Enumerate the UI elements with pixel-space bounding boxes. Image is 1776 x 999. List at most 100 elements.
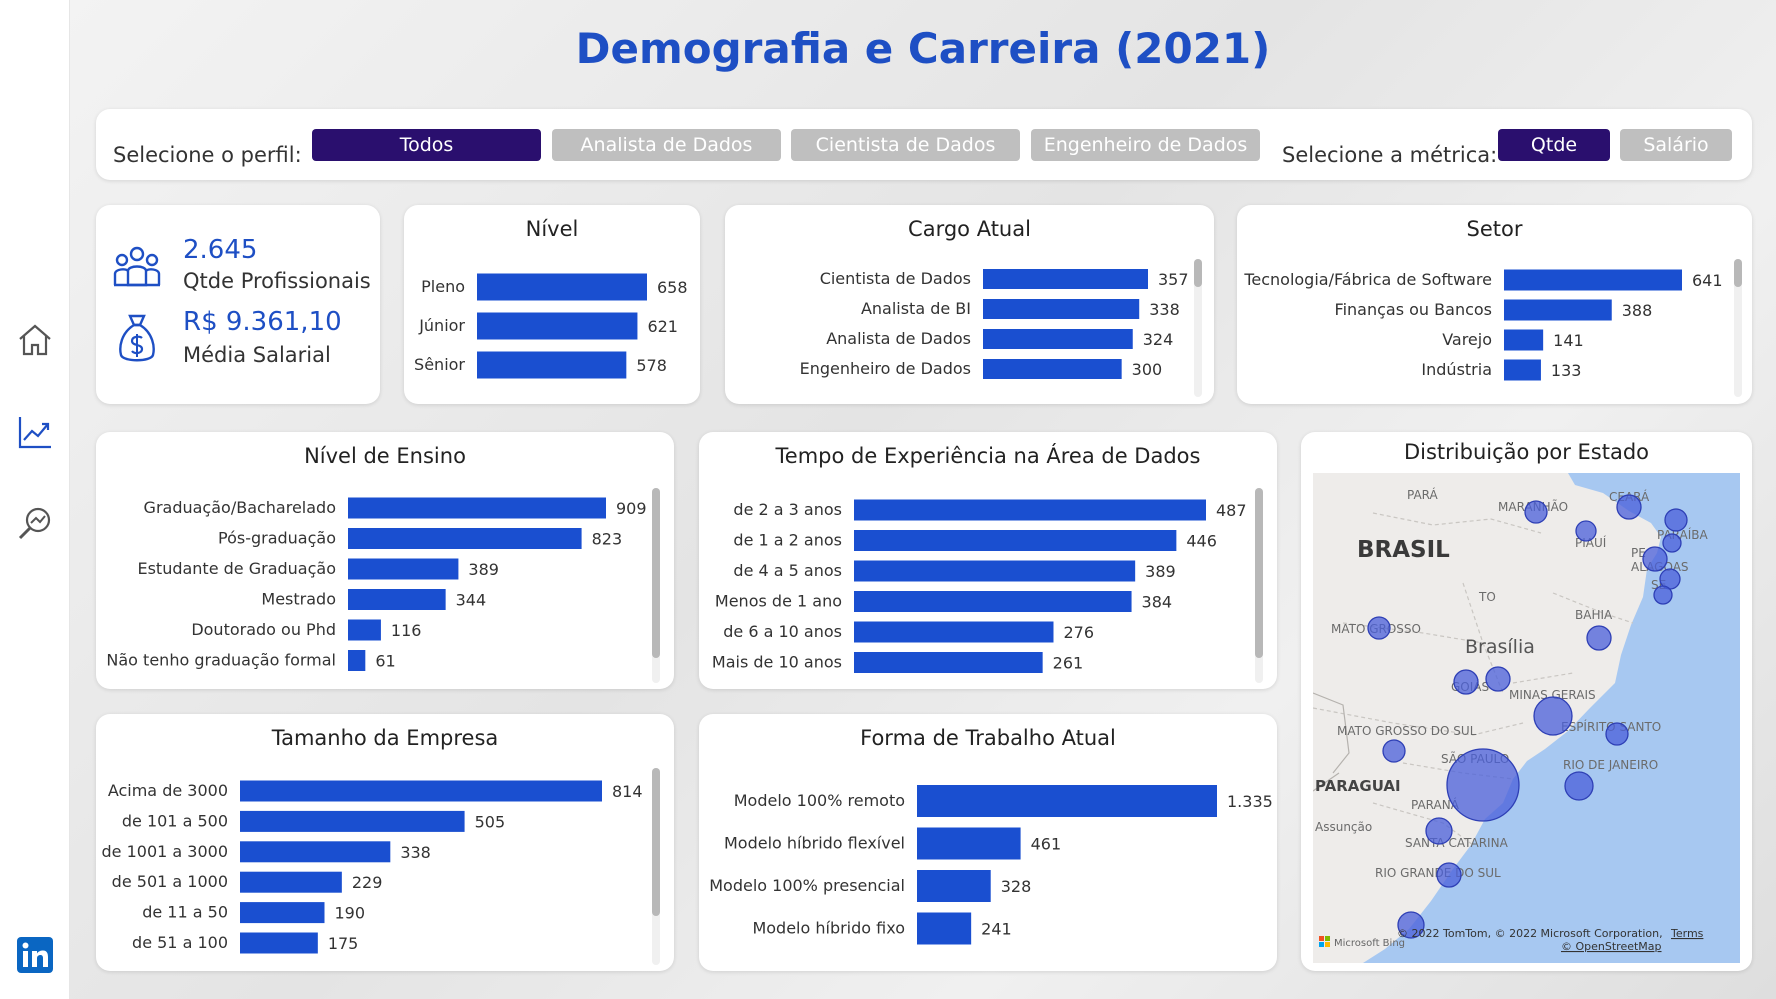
bubble-minas-gerais[interactable]: [1533, 696, 1573, 736]
bubble-parana[interactable]: [1425, 817, 1453, 845]
bar-group[interactable]: Modelo 100% presencial 328: [709, 870, 1031, 902]
bar[interactable]: [240, 780, 602, 802]
bubble-goias[interactable]: [1453, 669, 1479, 695]
bar-group[interactable]: Graduação/Bacharelado 909: [144, 497, 647, 519]
bar[interactable]: [348, 589, 446, 610]
bar[interactable]: [854, 621, 1054, 643]
bar[interactable]: [854, 591, 1132, 612]
cargo-scroll-thumb[interactable]: [1194, 259, 1202, 287]
bar[interactable]: [983, 359, 1122, 379]
bar-group[interactable]: de 1001 a 3000 338: [102, 841, 431, 863]
bar[interactable]: [1504, 269, 1682, 291]
bar[interactable]: [348, 528, 582, 549]
bar-group[interactable]: Doutorado ou Phd 116: [191, 619, 421, 641]
bar-group[interactable]: de 101 a 500 505: [122, 810, 505, 832]
bar[interactable]: [983, 329, 1133, 349]
bar[interactable]: [240, 932, 318, 954]
bar-group[interactable]: Modelo híbrido flexível 461: [724, 827, 1061, 860]
bubble-sergipe[interactable]: [1653, 585, 1673, 605]
empresa-scrollbar[interactable]: [652, 768, 660, 965]
bar-group[interactable]: de 2 a 3 anos 487: [733, 499, 1247, 521]
setor-scroll-thumb[interactable]: [1734, 259, 1742, 287]
bubble-espirito-santo[interactable]: [1605, 722, 1629, 746]
bar[interactable]: [983, 299, 1140, 319]
profile-button-engenheiro[interactable]: Engenheiro de Dados: [1031, 129, 1260, 161]
bar[interactable]: [477, 351, 627, 379]
profile-button-analista[interactable]: Analista de Dados: [552, 129, 781, 161]
metric-button-qtde[interactable]: Qtde: [1498, 129, 1610, 161]
bar[interactable]: [348, 619, 381, 641]
bar-group[interactable]: Indústria 133: [1421, 359, 1581, 381]
bar-group[interactable]: Acima de 3000 814: [108, 780, 643, 802]
home-icon[interactable]: [15, 320, 55, 360]
empresa-scroll-thumb[interactable]: [652, 768, 660, 916]
bar-group[interactable]: Mais de 10 anos 261: [712, 652, 1083, 673]
bar[interactable]: [1504, 329, 1544, 351]
bar[interactable]: [1504, 359, 1541, 381]
bar[interactable]: [348, 558, 459, 580]
bar[interactable]: [240, 841, 391, 863]
bar[interactable]: [917, 785, 1217, 817]
bar-group[interactable]: Mestrado 344: [261, 589, 486, 610]
bubble-maranhao[interactable]: [1524, 500, 1548, 524]
experiencia-scroll-thumb[interactable]: [1255, 488, 1263, 658]
bar-group[interactable]: Estudante de Graduação 389: [137, 558, 499, 580]
bar-group[interactable]: de 51 a 100 175: [132, 932, 358, 954]
bubble-mato-grosso[interactable]: [1367, 616, 1391, 640]
bar-group[interactable]: Modelo 100% remoto 1.335: [734, 785, 1273, 817]
bar[interactable]: [348, 650, 366, 671]
bar-group[interactable]: Júnior 621: [418, 312, 678, 340]
bubble-rio-de-janeiro[interactable]: [1564, 771, 1594, 801]
bar-group[interactable]: Pós-graduação 823: [218, 528, 622, 549]
bubble-paraiba[interactable]: [1662, 533, 1682, 553]
bar-group[interactable]: Engenheiro de Dados 300: [800, 359, 1163, 379]
bar-group[interactable]: Modelo híbrido fixo 241: [752, 912, 1012, 945]
bar-group[interactable]: Não tenho graduação formal 61: [106, 650, 396, 671]
bubble-santa-catarina[interactable]: [1436, 862, 1462, 888]
bar[interactable]: [477, 273, 647, 301]
bar[interactable]: [348, 497, 606, 519]
bar-group[interactable]: Sênior 578: [414, 351, 667, 379]
bar-group[interactable]: Analista de BI 338: [861, 299, 1180, 319]
bar[interactable]: [854, 530, 1177, 551]
setor-scrollbar[interactable]: [1734, 259, 1742, 397]
trend-chart-icon[interactable]: [15, 412, 55, 452]
ensino-scrollbar[interactable]: [652, 488, 660, 683]
metric-button-salario[interactable]: Salário: [1620, 129, 1732, 161]
bubble-distrito-federal[interactable]: [1485, 666, 1511, 692]
bar-group[interactable]: de 4 a 5 anos 389: [733, 560, 1176, 582]
bar[interactable]: [917, 912, 972, 945]
bar-group[interactable]: de 6 a 10 anos 276: [723, 621, 1094, 643]
bar-group[interactable]: Pleno 658: [421, 273, 688, 301]
bubble-sao-paulo[interactable]: [1446, 748, 1520, 822]
map-terms-link[interactable]: Terms: [1670, 927, 1704, 940]
bar[interactable]: [240, 902, 325, 924]
bubble-mato-grosso-do-sul[interactable]: [1382, 739, 1406, 763]
experiencia-scrollbar[interactable]: [1255, 488, 1263, 683]
bar[interactable]: [477, 312, 638, 340]
bar[interactable]: [917, 870, 991, 902]
bar[interactable]: [917, 827, 1021, 860]
profile-button-cientista[interactable]: Cientista de Dados: [791, 129, 1020, 161]
bar[interactable]: [240, 871, 342, 893]
bar[interactable]: [983, 269, 1148, 289]
bar-group[interactable]: Finanças ou Bancos 388: [1335, 299, 1653, 321]
cargo-scrollbar[interactable]: [1194, 259, 1202, 397]
bar-group[interactable]: de 1 a 2 anos 446: [733, 530, 1217, 551]
bubble-ceara[interactable]: [1616, 494, 1642, 520]
bar-group[interactable]: Cientista de Dados 357: [820, 269, 1189, 289]
map-osm-link[interactable]: © OpenStreetMap: [1561, 940, 1662, 953]
linkedin-icon[interactable]: [15, 935, 55, 975]
bar-group[interactable]: Tecnologia/Fábrica de Software 641: [1243, 269, 1723, 291]
bar[interactable]: [854, 652, 1043, 673]
analytics-search-icon[interactable]: [15, 504, 55, 544]
bar[interactable]: [240, 810, 465, 832]
ensino-scroll-thumb[interactable]: [652, 488, 660, 658]
bubble-pernambuco[interactable]: [1642, 546, 1668, 572]
bar[interactable]: [854, 560, 1136, 582]
bar-group[interactable]: de 11 a 50 190: [142, 902, 365, 924]
bar-group[interactable]: Menos de 1 ano 384: [715, 591, 1172, 612]
bubble-bahia[interactable]: [1586, 625, 1612, 651]
bar-group[interactable]: de 501 a 1000 229: [112, 871, 383, 893]
brazil-map[interactable]: PARÁ MARANHÃO CEARÁ PIAUÍ PARAÍBA PE ALA…: [1313, 473, 1740, 963]
